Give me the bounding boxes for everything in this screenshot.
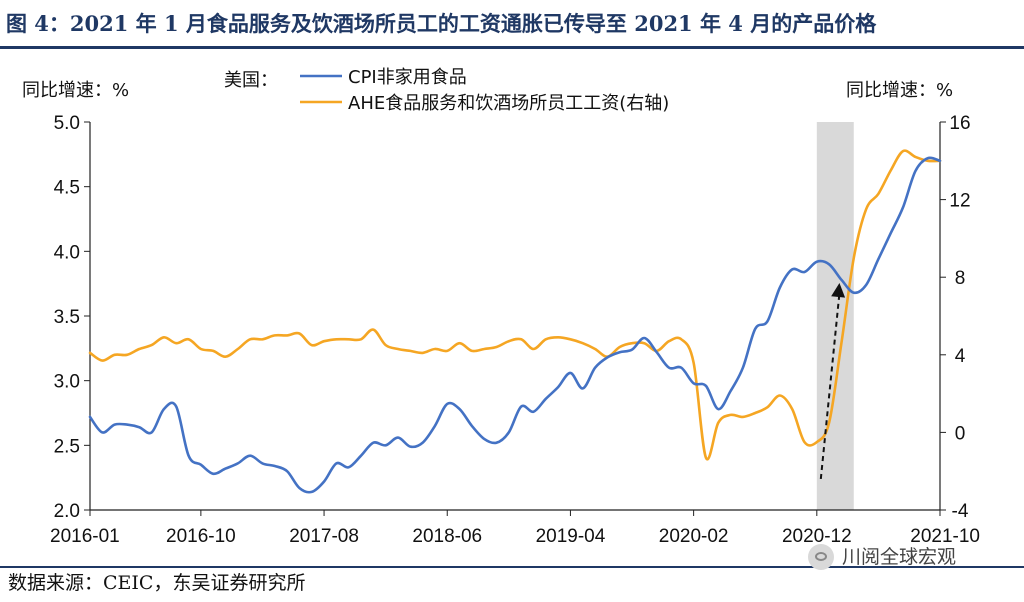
plot-area: 2.0 2.5 3.0 3.5 4.0 4.5 5.0 -4 0 4 8 12 16 2016-01 201… (50, 113, 980, 547)
watermark: 川阅全球宏观 (808, 540, 956, 574)
right-tick-label: 0 (955, 423, 966, 444)
x-tick-label: 2016-01 (50, 526, 120, 547)
legend: CPI非家用食品 AHE食品服务和饮酒场所员工工资(右轴) (300, 67, 669, 114)
x-tick-label: 2020-12 (782, 526, 852, 547)
right-tick-label: 8 (955, 268, 966, 289)
x-tick-label: 2016-10 (166, 526, 236, 547)
right-tick-label: 16 (949, 113, 970, 134)
x-tick-label: 2017-08 (289, 526, 359, 547)
wechat-icon (808, 544, 834, 570)
legend-label-cpi: CPI非家用食品 (348, 67, 467, 88)
cpi-food-away-series-line (88, 156, 942, 494)
figure-title: 图 4：2021 年 1 月食品服务及饮酒场所员工的工资通胀已传导至 2021 … (6, 11, 877, 36)
legend-prefix: 美国： (224, 70, 278, 91)
left-tick-label: 5.0 (54, 113, 80, 134)
arrow-line (819, 292, 841, 480)
right-axis-label: 同比增速：% (846, 80, 953, 101)
chart: 同比增速：% 同比增速：% 美国： CPI非家用食品 AHE食品服务和饮酒场所员工… (22, 67, 980, 547)
title-rule (0, 46, 1024, 49)
left-tick-label: 2.5 (54, 436, 80, 457)
x-tick-label: 2021-10 (910, 526, 980, 547)
left-axis-label: 同比增速：% (22, 80, 129, 101)
ahe-wage-series-line (88, 149, 942, 461)
x-tick-label: 2019-04 (536, 526, 606, 547)
x-tick-label: 2020-02 (659, 526, 729, 547)
watermark-text: 川阅全球宏观 (842, 546, 957, 568)
bottom-rule (0, 566, 1024, 568)
source-note: 数据来源：CEIC，东吴证券研究所 (8, 572, 306, 594)
legend-label-ahe: AHE食品服务和饮酒场所员工工资(右轴) (348, 93, 669, 114)
left-tick-label: 4.5 (54, 178, 80, 199)
left-tick-label: 3.0 (54, 372, 80, 393)
left-tick-label: 2.0 (54, 501, 80, 522)
left-tick-label: 4.0 (54, 242, 80, 263)
right-tick-label: 12 (949, 191, 970, 212)
arrow-head (831, 283, 846, 298)
shaded-period (816, 122, 854, 510)
right-tick-label: -4 (952, 501, 969, 522)
right-tick-label: 4 (955, 346, 966, 367)
x-tick-label: 2018-06 (412, 526, 482, 547)
left-tick-label: 3.5 (54, 307, 80, 328)
